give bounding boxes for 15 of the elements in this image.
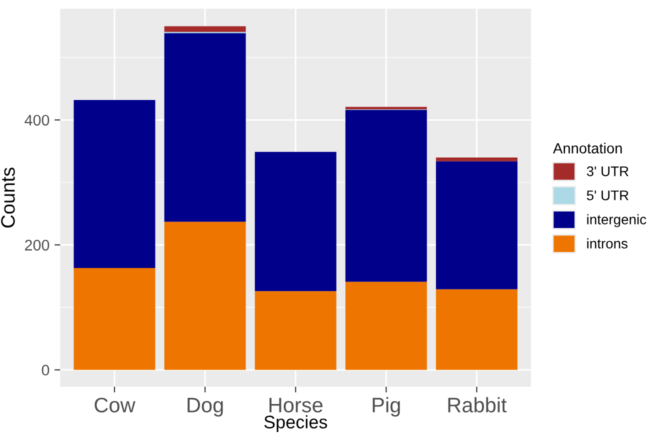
legend-label: 3' UTR (586, 166, 628, 176)
y-axis-title: Counts (1, 168, 15, 228)
y-tick-label: 0 (42, 364, 50, 376)
legend-label: 5' UTR (586, 190, 628, 200)
x-tick-label: Rabbit (448, 397, 507, 412)
legend-label: intergenic (587, 214, 646, 228)
x-axis-title: Species (264, 415, 328, 432)
x-tick-label: Dog (188, 398, 223, 417)
x-tick-label: Cow (94, 398, 136, 412)
x-tick-label: Pig (372, 397, 400, 417)
y-tick-label: 200 (25, 240, 50, 251)
y-tick-label: 400 (24, 114, 50, 126)
legend-title: Annotation (552, 142, 622, 154)
legend-label: introns (587, 238, 628, 248)
x-tick-label: Horse (270, 398, 322, 412)
